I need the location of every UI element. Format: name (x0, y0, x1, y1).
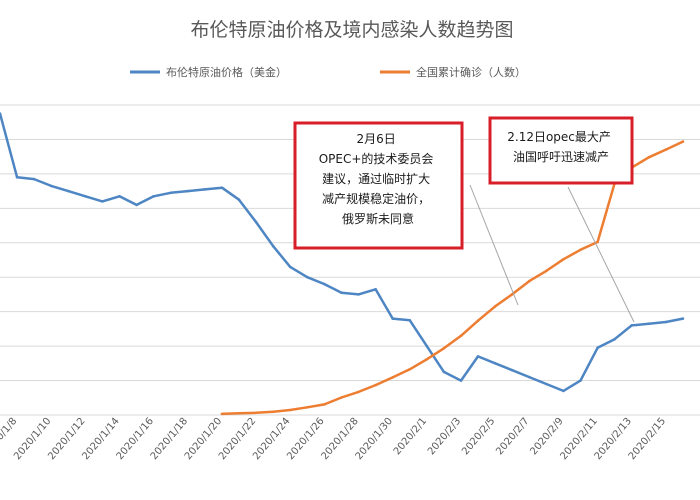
data-point-oil-price (442, 370, 446, 374)
data-point-confirmed-cases (408, 368, 412, 371)
data-point-confirmed-cases (459, 334, 463, 338)
data-point-oil-price (118, 195, 121, 198)
data-point-oil-price (391, 317, 395, 320)
data-point-confirmed-cases (476, 319, 480, 323)
data-point-oil-price (425, 344, 429, 348)
data-point-oil-price (579, 379, 582, 382)
chart-title: 布伦特原油价格及境内感染人数趋势图 (190, 19, 513, 41)
data-point-confirmed-cases (493, 305, 497, 308)
annotation-1-line-2: OPEC+的技术委员会 (319, 151, 434, 166)
data-point-oil-price (545, 382, 548, 386)
x-tick-label: 2020/2/5 (460, 416, 497, 457)
data-point-oil-price (84, 195, 87, 198)
data-point-confirmed-cases (237, 412, 241, 415)
data-point-confirmed-cases (340, 396, 343, 399)
data-point-oil-price (340, 291, 343, 295)
svg-text:2月6日 OPEC+的技术委员会 建: 2月6日 OPEC+的技术委员会 建议，通过临时扩大 减产规模稳定油价， 俄罗斯… (319, 132, 438, 226)
series-line-confirmed-cases (221, 140, 684, 416)
x-tick-label: 2020/2/7 (494, 416, 531, 457)
data-point-confirmed-cases (220, 412, 224, 416)
data-point-oil-price (493, 362, 497, 365)
data-point-oil-price (186, 189, 190, 193)
data-point-confirmed-cases (306, 406, 309, 409)
annotation-1-line-5: 俄罗斯未同意 (342, 211, 414, 226)
data-point-oil-price (562, 389, 565, 393)
data-point-oil-price (681, 317, 685, 320)
data-point-oil-price (630, 324, 633, 327)
legend-label-cases: 全国累计确诊（人数） (416, 65, 526, 79)
data-point-oil-price (271, 244, 275, 248)
data-point-oil-price (357, 293, 360, 296)
data-point-oil-price (374, 288, 377, 291)
annotation-2-line-2: 油国呼吁迅速减产 (513, 150, 609, 164)
data-point-oil-price (49, 184, 53, 188)
data-point-confirmed-cases (254, 411, 258, 415)
data-point-oil-price (135, 203, 138, 207)
data-point-oil-price (237, 198, 241, 201)
data-point-oil-price (476, 355, 480, 358)
x-tick-label: 2020/2/3 (426, 416, 463, 457)
data-point-oil-price (0, 112, 2, 115)
legend: 布伦特原油价格（美金） 全国累计确诊（人数） (130, 65, 526, 79)
annotation-pointers (469, 184, 635, 323)
data-point-oil-price (67, 189, 70, 193)
data-point-oil-price (203, 188, 207, 191)
data-point-confirmed-cases (442, 347, 446, 350)
annotation-pointer-1 (469, 184, 519, 306)
svg-text:2.12日opec最大产 油国呼吁迅速减产: 2.12日opec最大产 油国呼吁迅速减产 (507, 130, 615, 164)
data-point-oil-price (323, 282, 326, 286)
data-point-confirmed-cases (323, 403, 326, 406)
data-point-confirmed-cases (271, 410, 275, 414)
annotation-1-line-3: 建议，通过临时扩大 (322, 172, 430, 186)
data-point-oil-price (254, 220, 258, 224)
data-point-oil-price (32, 177, 36, 181)
annotation-box-2: 2.12日opec最大产 油国呼吁迅速减产 (488, 116, 634, 185)
data-point-confirmed-cases (357, 390, 360, 394)
series-lines (0, 112, 685, 416)
data-point-confirmed-cases (562, 258, 565, 261)
data-point-oil-price (596, 346, 599, 350)
data-point-oil-price (101, 200, 104, 203)
data-point-confirmed-cases (528, 279, 531, 283)
data-point-confirmed-cases (510, 293, 514, 296)
data-point-oil-price (306, 275, 309, 279)
data-point-confirmed-cases (391, 376, 395, 379)
data-point-confirmed-cases (596, 240, 599, 244)
data-point-confirmed-cases (647, 156, 651, 159)
data-point-confirmed-cases (374, 383, 377, 387)
data-point-oil-price (169, 191, 172, 195)
data-point-oil-price (152, 195, 155, 198)
annotation-pointer-2 (567, 186, 635, 323)
data-point-confirmed-cases (425, 358, 429, 361)
data-point-confirmed-cases (288, 408, 292, 412)
data-point-confirmed-cases (681, 140, 685, 143)
annotation-2-line-1: 2.12日opec最大产 (507, 130, 611, 144)
data-point-oil-price (220, 186, 224, 189)
x-tick-label: 2020/2/9 (528, 416, 565, 457)
annotation-box-1: 2月6日 OPEC+的技术委员会 建议，通过临时扩大 减产规模稳定油价， 俄罗斯… (293, 121, 464, 250)
data-point-oil-price (288, 265, 292, 269)
legend-label-oil: 布伦特原油价格（美金） (166, 65, 287, 79)
data-point-oil-price (408, 319, 412, 322)
x-tick-labels: 2020/1/82020/1/102020/1/122020/1/142020/… (0, 416, 668, 462)
annotation-1-line-4: 减产规模稳定油价， (322, 191, 430, 206)
data-point-confirmed-cases (579, 248, 582, 252)
data-point-oil-price (510, 368, 514, 372)
data-point-confirmed-cases (664, 148, 668, 151)
x-tick-label: 2020/2/1 (392, 416, 429, 457)
data-point-oil-price (15, 176, 19, 179)
data-point-oil-price (664, 320, 668, 324)
data-point-oil-price (647, 322, 651, 326)
data-point-confirmed-cases (545, 269, 548, 273)
annotation-1-line-1: 2月6日 (356, 132, 395, 146)
data-point-oil-price (613, 337, 616, 341)
data-point-oil-price (459, 379, 463, 382)
data-point-oil-price (528, 375, 531, 379)
